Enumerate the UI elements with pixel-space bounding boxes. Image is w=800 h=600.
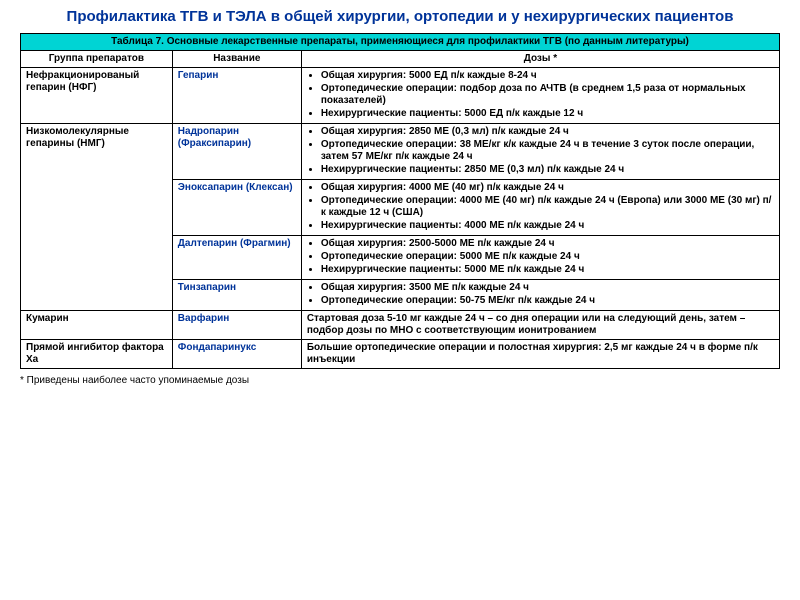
dose-item: Нехирургические пациенты: 2850 МЕ (0,3 м… [321, 164, 774, 176]
drug-name-cell: Далтепарин (Фрагмин) [172, 235, 301, 279]
header-group: Группа препаратов [21, 50, 173, 67]
table-caption: Таблица 7. Основные лекарственные препар… [21, 33, 780, 50]
drug-name-cell: Фондапаринукс [172, 339, 301, 368]
table-header-row: Группа препаратов Название Дозы * [21, 50, 780, 67]
dose-cell: Большие ортопедические операции и полост… [301, 339, 779, 368]
dose-cell: Общая хирургия: 5000 ЕД п/к каждые 8-24 … [301, 67, 779, 123]
dose-item: Нехирургические пациенты: 5000 ЕД п/к ка… [321, 108, 774, 120]
dose-item: Общая хирургия: 4000 МЕ (40 мг) п/к кажд… [321, 182, 774, 194]
table-row: Прямой ингибитор фактора Ха Фондапаринук… [21, 339, 780, 368]
dose-item: Ортопедические операции: 38 МЕ/кг к/к ка… [321, 139, 774, 163]
dose-list: Общая хирургия: 5000 ЕД п/к каждые 8-24 … [307, 70, 774, 120]
page-title: Профилактика ТГВ и ТЭЛА в общей хирургии… [20, 8, 780, 27]
drug-name-cell: Надропарин (Фраксипарин) [172, 123, 301, 179]
drug-name-cell: Эноксапарин (Клексан) [172, 179, 301, 235]
dose-cell: Общая хирургия: 2850 МЕ (0,3 мл) п/к каж… [301, 123, 779, 179]
dose-item: Общая хирургия: 2850 МЕ (0,3 мл) п/к каж… [321, 126, 774, 138]
drug-table: Таблица 7. Основные лекарственные препар… [20, 33, 780, 369]
header-name: Название [172, 50, 301, 67]
dose-cell: Общая хирургия: 2500-5000 МЕ п/к каждые … [301, 235, 779, 279]
group-cell: Кумарин [21, 310, 173, 339]
dose-list: Общая хирургия: 3500 МЕ п/к каждые 24 ч … [307, 282, 774, 307]
dose-item: Ортопедические операции: 5000 МЕ п/к каж… [321, 251, 774, 263]
dose-list: Общая хирургия: 4000 МЕ (40 мг) п/к кажд… [307, 182, 774, 232]
group-cell: Нефракционированый гепарин (НФГ) [21, 67, 173, 123]
dose-item: Общая хирургия: 5000 ЕД п/к каждые 8-24 … [321, 70, 774, 82]
group-cell: Прямой ингибитор фактора Ха [21, 339, 173, 368]
header-dose: Дозы * [301, 50, 779, 67]
dose-item: Общая хирургия: 3500 МЕ п/к каждые 24 ч [321, 282, 774, 294]
footnote: * Приведены наиболее часто упоминаемые д… [20, 375, 780, 386]
dose-item: Общая хирургия: 2500-5000 МЕ п/к каждые … [321, 238, 774, 250]
dose-item: Ортопедические операции: 4000 МЕ (40 мг)… [321, 195, 774, 219]
drug-name-cell: Гепарин [172, 67, 301, 123]
drug-name-cell: Тинзапарин [172, 279, 301, 310]
dose-item: Нехирургические пациенты: 4000 МЕ п/к ка… [321, 220, 774, 232]
table-row: Кумарин Варфарин Стартовая доза 5-10 мг … [21, 310, 780, 339]
dose-cell: Стартовая доза 5-10 мг каждые 24 ч – со … [301, 310, 779, 339]
drug-name-cell: Варфарин [172, 310, 301, 339]
dose-cell: Общая хирургия: 4000 МЕ (40 мг) п/к кажд… [301, 179, 779, 235]
table-row: Нефракционированый гепарин (НФГ) Гепарин… [21, 67, 780, 123]
dose-item: Нехирургические пациенты: 5000 МЕ п/к ка… [321, 264, 774, 276]
table-caption-row: Таблица 7. Основные лекарственные препар… [21, 33, 780, 50]
dose-list: Общая хирургия: 2850 МЕ (0,3 мл) п/к каж… [307, 126, 774, 176]
dose-list: Общая хирургия: 2500-5000 МЕ п/к каждые … [307, 238, 774, 276]
table-row: Низкомолекулярные гепарины (НМГ) Надропа… [21, 123, 780, 179]
dose-item: Ортопедические операции: подбор доза по … [321, 83, 774, 107]
dose-cell: Общая хирургия: 3500 МЕ п/к каждые 24 ч … [301, 279, 779, 310]
group-cell: Низкомолекулярные гепарины (НМГ) [21, 123, 173, 310]
dose-item: Ортопедические операции: 50-75 МЕ/кг п/к… [321, 295, 774, 307]
